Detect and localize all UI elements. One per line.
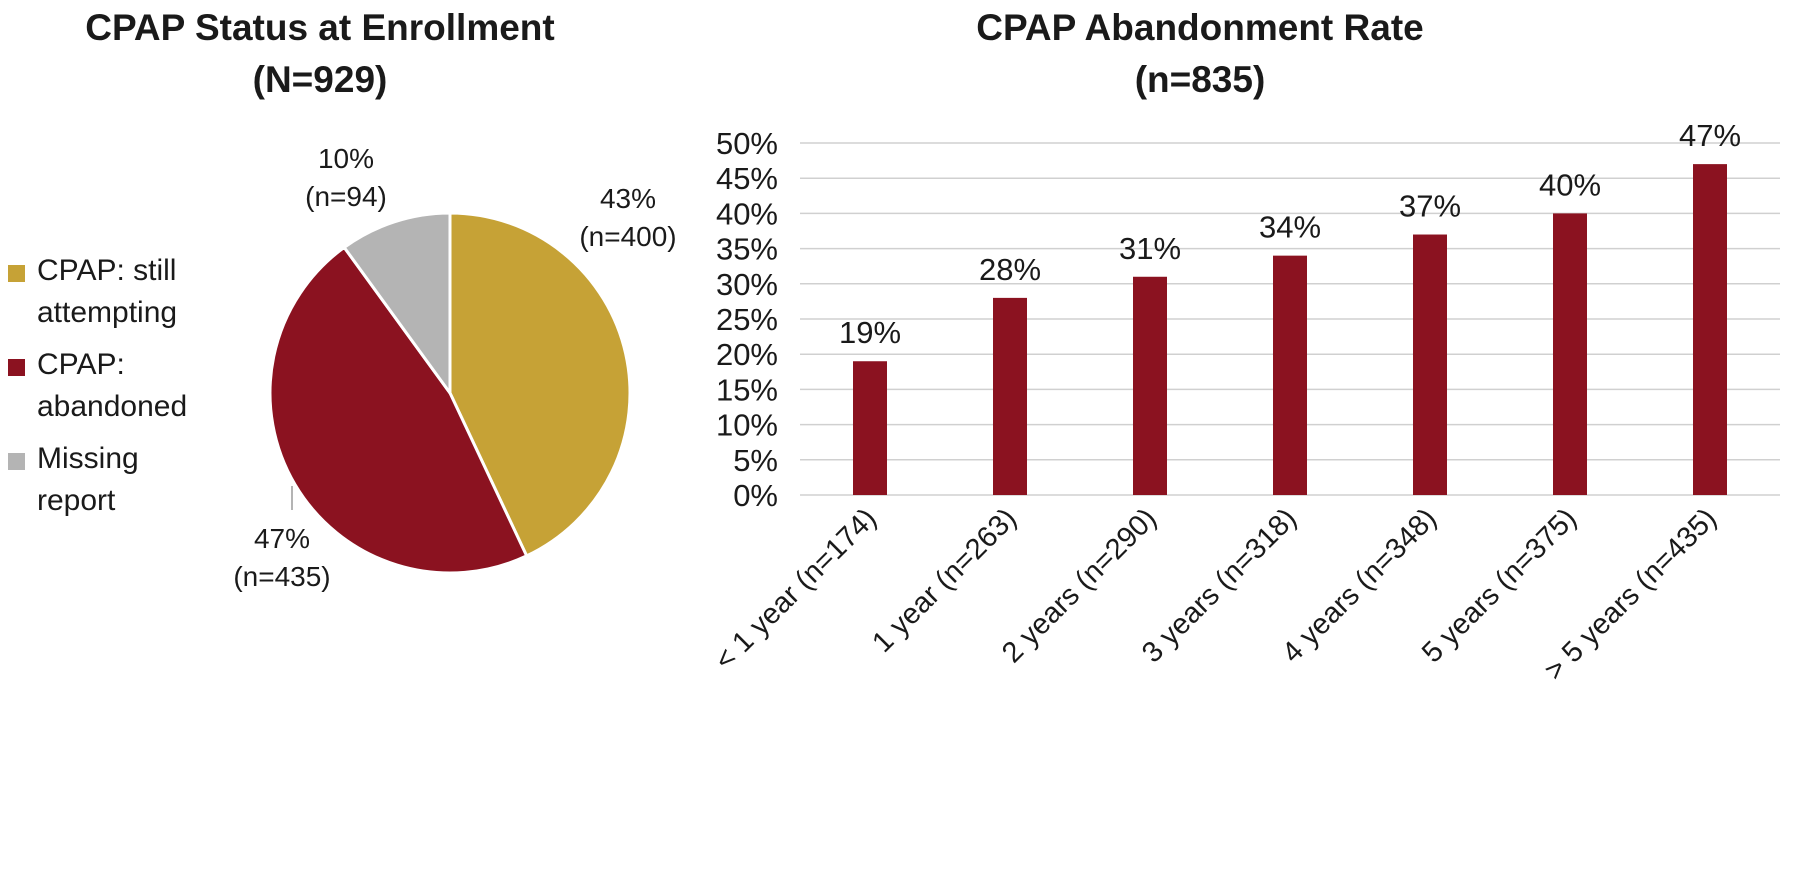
y-tick-label: 20% <box>716 337 778 372</box>
pie-data-label: 43% (n=400) <box>579 183 676 252</box>
legend-label-line: abandoned <box>37 390 188 423</box>
bar-data-label: 31% <box>1119 231 1181 266</box>
pie-data-label: 10% (n=94) <box>305 143 387 212</box>
legend-item-missing: Missing report <box>8 438 238 522</box>
legend-swatch-abandoned <box>8 359 25 376</box>
legend-label-still-attempting: CPAP: still attempting <box>37 250 237 334</box>
legend-label-line: attempting <box>37 296 178 329</box>
bar-data-label: 28% <box>979 252 1041 287</box>
legend-swatch-missing <box>8 453 25 470</box>
bar <box>1693 164 1727 495</box>
y-tick-label: 10% <box>716 408 778 443</box>
y-tick-label: 50% <box>716 126 778 161</box>
bar-data-label: 34% <box>1259 210 1321 245</box>
pie-chart: 43% (n=400) 47% (n=435) 10% (n=94) <box>233 143 676 592</box>
bar-title-line-1: CPAP Abandonment Rate <box>976 7 1424 48</box>
legend-label-line: report <box>37 484 116 517</box>
x-tick-label: < 1 year (n=174) <box>709 502 883 676</box>
pie-legend: CPAP: still attempting CPAP: abandoned M… <box>8 250 238 532</box>
bar-chart-title: CPAP Abandonment Rate (n=835) <box>880 2 1520 106</box>
pie-slice <box>342 211 452 398</box>
y-tick-label: 35% <box>716 232 778 267</box>
bar-data-label: 37% <box>1399 189 1461 224</box>
bar-title-line-2: (n=835) <box>1134 59 1266 100</box>
bar <box>1273 255 1307 495</box>
y-tick-label: 45% <box>716 161 778 196</box>
y-tick-label: 15% <box>716 372 778 407</box>
bar-data-label: 47% <box>1679 118 1741 153</box>
pie-data-label: 47% (n=435) <box>233 523 330 592</box>
bar <box>993 297 1027 495</box>
bar-data-label: 40% <box>1539 167 1601 202</box>
pie-slice <box>448 211 632 558</box>
y-tick-label: 40% <box>716 196 778 231</box>
legend-label-missing: Missing report <box>37 438 237 522</box>
legend-label-abandoned: CPAP: abandoned <box>37 344 237 428</box>
y-tick-label: 0% <box>733 478 778 513</box>
bar <box>1413 234 1447 495</box>
legend-item-still-attempting: CPAP: still attempting <box>8 250 238 334</box>
y-tick-label: 25% <box>716 302 778 337</box>
bar <box>853 361 887 495</box>
legend-label-line: CPAP: <box>37 348 125 381</box>
x-tick-label: 1 year (n=263) <box>866 502 1023 659</box>
bar <box>1553 213 1587 495</box>
bar <box>1133 276 1167 495</box>
y-tick-label: 30% <box>716 267 778 302</box>
legend-label-line: CPAP: still <box>37 254 177 287</box>
bar-data-label: 19% <box>839 315 901 350</box>
legend-label-line: Missing <box>37 442 139 475</box>
legend-swatch-still-attempting <box>8 265 25 282</box>
pie-title-line-1: CPAP Status at Enrollment <box>85 7 555 48</box>
y-tick-label: 5% <box>733 443 778 478</box>
pie-slice <box>268 245 529 575</box>
legend-item-abandoned: CPAP: abandoned <box>8 344 238 428</box>
pie-chart-title: CPAP Status at Enrollment (N=929) <box>40 2 600 106</box>
pie-title-line-2: (N=929) <box>252 59 388 100</box>
